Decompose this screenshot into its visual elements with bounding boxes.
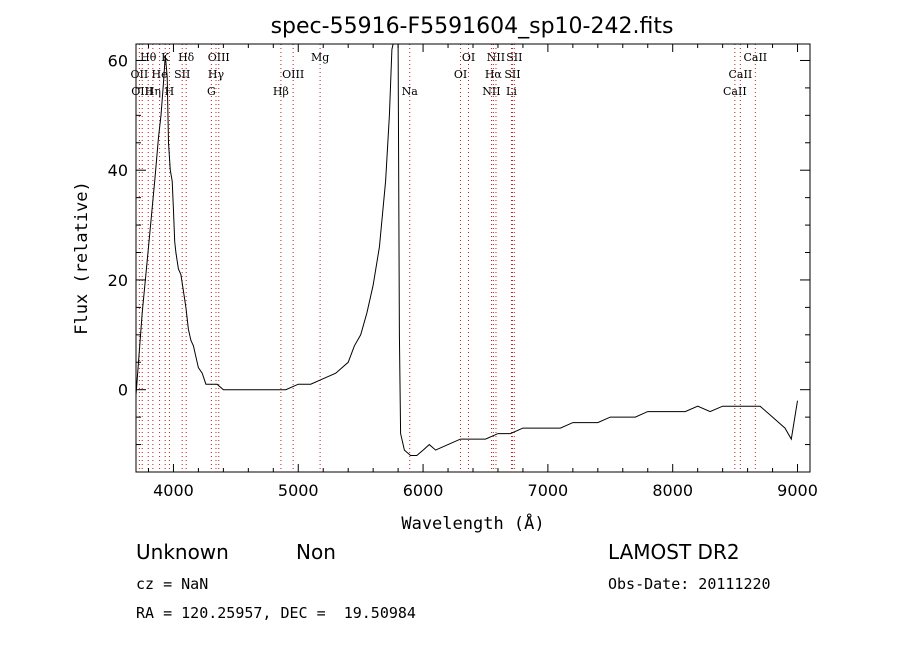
survey-label: LAMOST DR2 xyxy=(608,540,740,564)
x-tick-label: 7000 xyxy=(528,481,569,500)
redshift-value: cz = NaN xyxy=(136,575,209,593)
line-marker-label: H xyxy=(165,85,175,98)
line-marker-label: NII xyxy=(482,85,500,98)
spectrum-line-0 xyxy=(135,43,798,456)
line-marker-label: Hη xyxy=(145,85,161,98)
line-marker-label: CaII xyxy=(723,85,747,98)
x-tick-label: 5000 xyxy=(278,481,319,500)
line-marker-label: Hα xyxy=(485,68,503,81)
x-axis-label: Wavelength (Å) xyxy=(401,512,544,534)
y-tick-label: 0 xyxy=(118,381,128,400)
coordinates: RA = 120.25957, DEC = 19.50984 xyxy=(136,604,416,622)
line-marker-label: CaII xyxy=(729,68,753,81)
y-tick-label: 20 xyxy=(108,271,128,290)
x-tick-label: 4000 xyxy=(153,481,194,500)
plot-frame xyxy=(135,43,811,473)
line-marker-label: SII xyxy=(504,68,520,81)
line-marker-label: Hβ xyxy=(273,85,289,98)
line-marker-label: Na xyxy=(402,85,419,98)
line-marker-label: OI xyxy=(454,68,467,81)
x-tick-label: 9000 xyxy=(777,481,818,500)
line-marker-label: G xyxy=(207,85,216,98)
line-marker-label: He xyxy=(152,68,168,81)
spectrum-series xyxy=(135,43,798,456)
chart-title: spec-55916-F5591604_sp10-242.fits xyxy=(271,14,674,39)
line-marker-label: OIII xyxy=(282,68,304,81)
line-marker-label: Mg xyxy=(311,51,329,64)
obs-date: Obs-Date: 20111220 xyxy=(608,575,771,593)
object-class: Unknown xyxy=(136,540,229,564)
line-marker-label: Li xyxy=(506,85,517,98)
y-axis-ticks: 0 20 40 60 xyxy=(108,51,810,446)
line-marker-label: Hγ xyxy=(208,68,225,81)
line-marker-label: OII xyxy=(131,68,149,81)
line-marker-label: OI xyxy=(462,51,475,64)
line-marker-label: SII xyxy=(174,68,190,81)
x-axis-ticks: 4000 5000 6000 7000 8000 9000 xyxy=(147,44,818,500)
line-marker-label: Hδ xyxy=(178,51,195,64)
x-tick-label: 6000 xyxy=(403,481,444,500)
line-marker-label: CaII xyxy=(743,51,767,64)
line-marker-label: NII xyxy=(487,51,505,64)
x-tick-label: 8000 xyxy=(652,481,693,500)
y-axis-label: Flux (relative) xyxy=(72,181,92,335)
y-tick-label: 40 xyxy=(108,161,128,180)
object-subclass: Non xyxy=(296,540,336,564)
line-marker-label: SII xyxy=(506,51,522,64)
line-marker-label: OIII xyxy=(208,51,230,64)
y-tick-label: 60 xyxy=(108,51,128,70)
